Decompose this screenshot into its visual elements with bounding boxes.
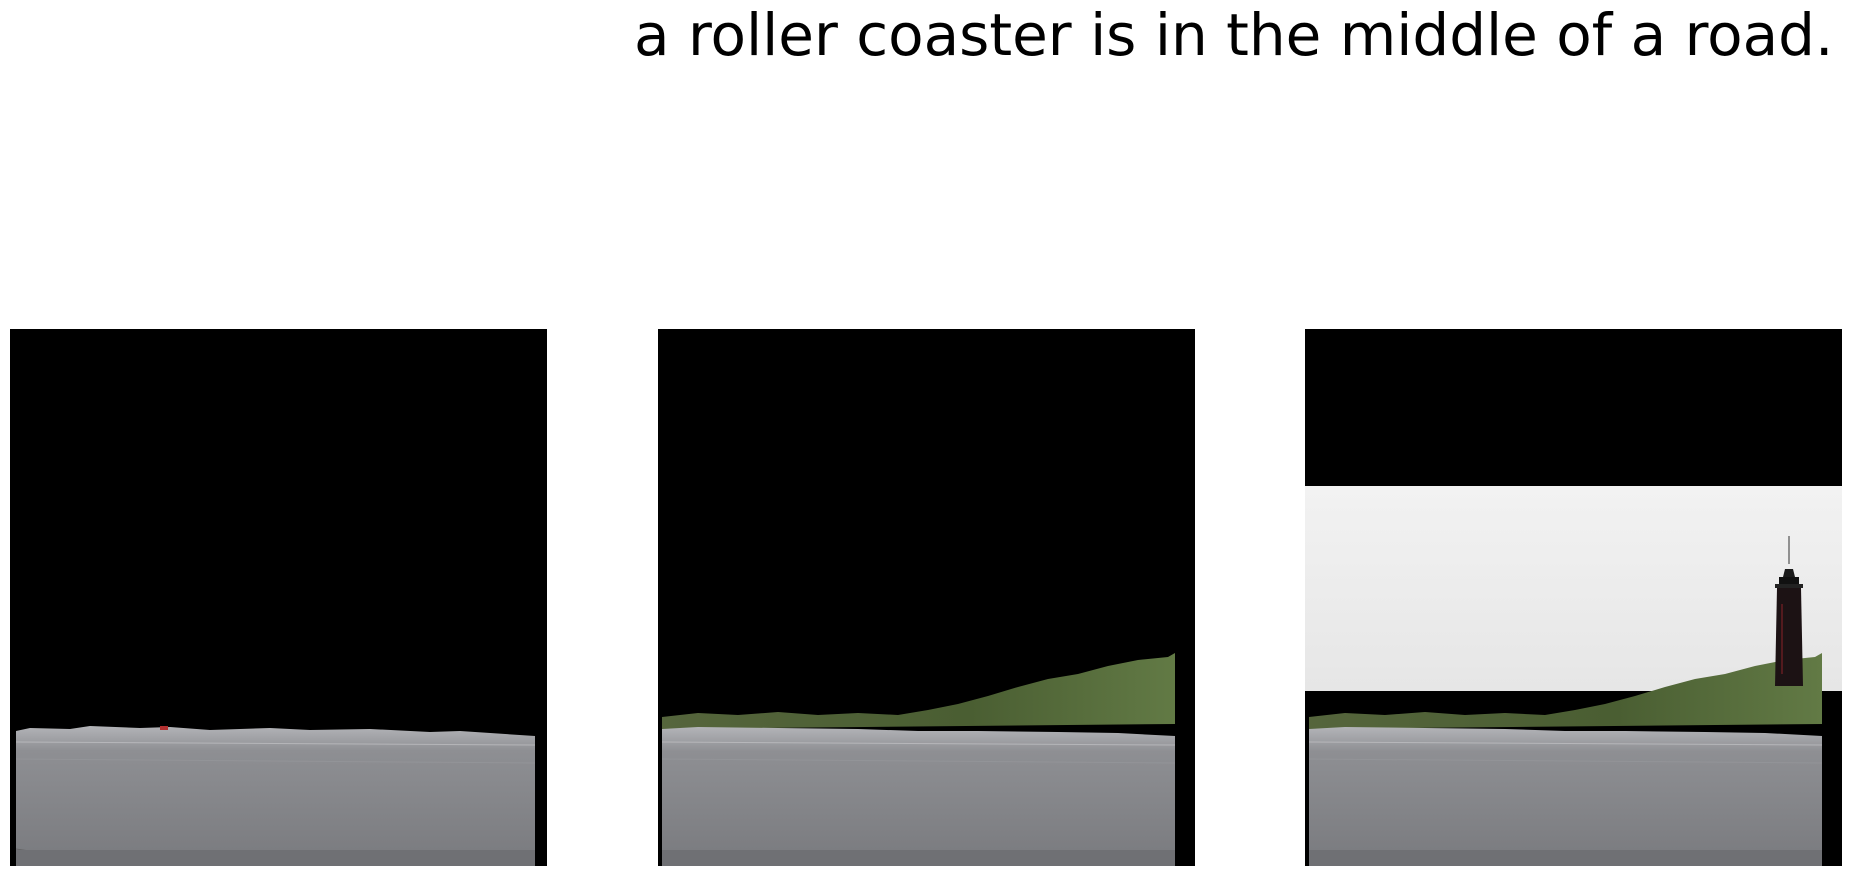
- road-area: [1309, 727, 1822, 850]
- trees-area: [662, 653, 1175, 729]
- lighthouse-icon: [1775, 536, 1803, 686]
- image-panel-2: [658, 329, 1195, 866]
- image-panel-3: [1305, 329, 1842, 866]
- caption: a roller coaster is in the middle of a r…: [634, 1, 1834, 69]
- panel-1-image: [10, 329, 547, 866]
- road-area: [662, 727, 1175, 850]
- trees-area: [1309, 653, 1822, 729]
- sky-area: [1305, 486, 1842, 691]
- image-panel-1: [10, 329, 547, 866]
- panel-3-image: [1305, 329, 1842, 866]
- road-area: [16, 726, 535, 850]
- panel-2-image: [658, 329, 1195, 866]
